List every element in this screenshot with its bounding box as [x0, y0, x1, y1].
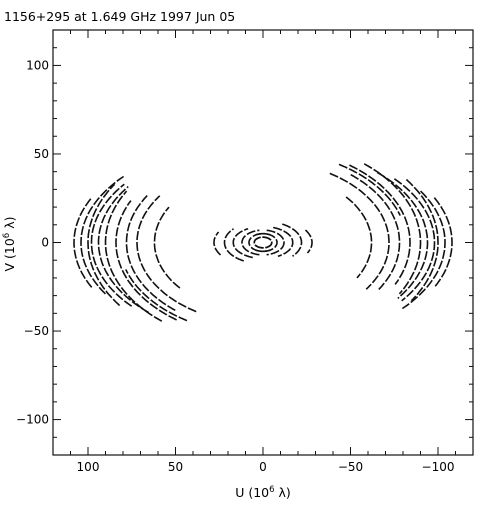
axis-ticks: [53, 30, 473, 455]
x-tick-label: 50: [168, 460, 183, 474]
y-axis-label-exponent: 6: [2, 233, 12, 238]
uv-track-6-mirror: [80, 175, 125, 295]
x-axis-label-main: U (10: [235, 485, 269, 500]
uv-track-7: [433, 197, 453, 288]
chart-title: 1156+295 at 1.649 GHz 1997 Jun 05: [4, 9, 235, 24]
uv-track-1: [349, 164, 411, 285]
y-axis-label: V (106 λ): [2, 217, 17, 272]
uv-track-11-mirror: [213, 231, 222, 256]
uv-track-15: [255, 232, 278, 253]
uv-track-12-mirror: [223, 228, 245, 262]
y-tick-label: −50: [24, 324, 49, 338]
y-tick-label: 0: [41, 236, 49, 250]
uv-track-4: [393, 178, 436, 302]
uv-track-4-mirror: [90, 183, 133, 307]
y-tick-label: 100: [26, 58, 49, 72]
uv-track-9-mirror: [125, 195, 176, 312]
uv-track-13: [273, 226, 294, 258]
uv-track-8-mirror: [136, 195, 197, 313]
uv-track-12: [282, 223, 303, 257]
uv-track-3-mirror: [97, 186, 150, 314]
uv-track-9: [350, 173, 401, 290]
x-tick-label: 100: [77, 460, 100, 474]
y-axis-label-unit: λ): [2, 217, 17, 233]
uv-track-10-mirror: [153, 206, 181, 289]
uv-track-6: [401, 190, 446, 310]
y-axis-label-main: V (10: [2, 238, 17, 271]
uv-track-0: [338, 163, 401, 216]
uv-track-5-mirror: [87, 183, 121, 307]
uv-track-14-mirror: [241, 229, 260, 256]
x-tick-label: 0: [259, 460, 267, 474]
uv-track-14: [266, 229, 285, 256]
x-tick-label: −50: [338, 460, 363, 474]
uv-track-5: [405, 178, 439, 302]
uv-track-11: [304, 229, 313, 254]
uv-track-15-mirror: [248, 232, 271, 253]
uv-track-10: [345, 196, 373, 279]
y-tick-label: 50: [34, 147, 49, 161]
x-tick-label: −100: [422, 460, 455, 474]
uv-track-2: [363, 163, 422, 295]
uv-track-1-mirror: [115, 200, 177, 321]
y-tick-label: −100: [16, 413, 49, 427]
x-axis-label: U (106 λ): [235, 485, 291, 500]
x-axis-label-exponent: 6: [269, 485, 274, 495]
y-tick-labels: 100 50 0 −50 −100: [16, 58, 49, 426]
uv-track-0-mirror: [125, 269, 188, 322]
uv-tracks: [73, 163, 453, 322]
uv-track-13-mirror: [232, 227, 253, 259]
x-axis-label-unit: λ): [275, 485, 291, 500]
uv-track-16-mirror: [253, 236, 273, 249]
uv-track-3: [376, 171, 429, 299]
uv-track-2-mirror: [104, 190, 163, 322]
uv-track-7-mirror: [73, 197, 93, 288]
x-tick-labels: 100 50 0 −50 −100: [77, 460, 455, 474]
uv-track-8: [329, 172, 390, 290]
